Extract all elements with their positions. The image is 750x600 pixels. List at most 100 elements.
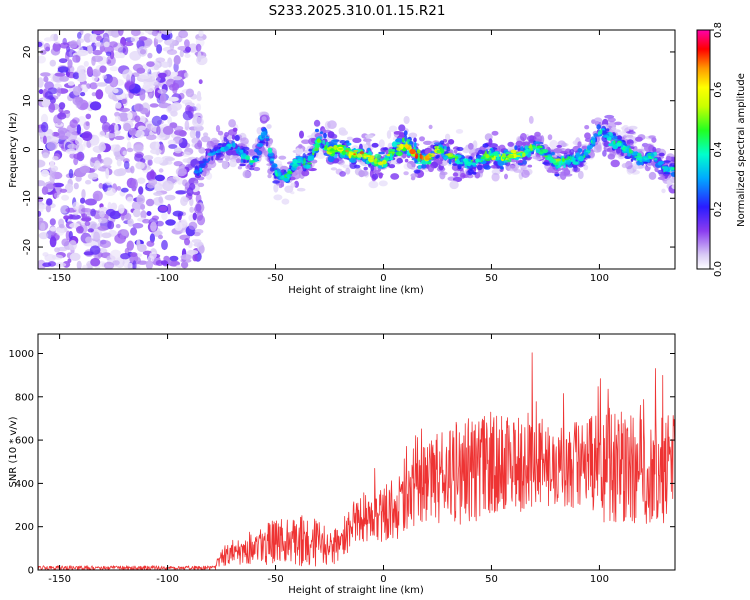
spectrogram-ridge-blob [398,124,406,132]
spectrogram-ridge-blob [435,145,438,150]
spectrogram-ridge-blob [527,164,533,168]
spectrogram-ridge-blob [570,154,572,160]
spectrogram-ridge-blob [636,160,642,166]
colorbar-tick-label: 0.0 [713,261,724,277]
spectrogram-ridge-blob [195,169,200,172]
spectrogram-noise-blob [57,112,67,120]
spectrogram-ridge-blob [240,158,244,163]
spectrogram-halo-blob [532,155,542,160]
spectrogram-ridge-blob [283,178,288,182]
spectrogram-noise-blob [67,81,75,86]
spectrogram-ridge-blob [216,149,222,153]
spectrogram-noise-blob [53,33,58,42]
spectrogram-halo-blob [352,137,362,143]
spectrogram-ridge-blob [249,151,255,156]
spectrogram-noise-blob [69,40,78,49]
spectrogram-ridge-blob [256,143,264,148]
spectrogram-halo-blob [284,185,294,193]
spectrogram-noise-blob [164,157,175,162]
spectrogram-halo-blob [611,127,617,131]
spectrogram-ridge-blob [249,160,256,163]
spectrogram-noise-blob [149,169,155,179]
spectrogram-ridge-blob [550,159,557,164]
spectrogram-ridge-blob [448,158,452,165]
spectrogram-ridge-blob [470,162,477,166]
spectrogram-ridge-blob [604,135,610,138]
spectrogram-ridge-blob [345,148,351,150]
spectrogram-x-tick-label: -50 [267,273,283,284]
spectrogram-halo-blob [635,136,643,142]
spectrogram-y-tick-label: -20 [22,239,33,255]
spectrogram-ridge-blob [368,157,375,161]
spectrogram-ridge-blob [465,162,469,164]
spectrogram-halo-blob [373,165,378,172]
spectrogram-ridge-blob [556,144,562,148]
spectrogram-noise-blob [38,259,46,269]
spectrogram-noise-blob [108,124,115,134]
spectrogram-noise-blob [126,196,134,203]
spectrogram-noise-blob [136,194,145,205]
colorbar-tick-label: 0.6 [713,82,724,98]
spectrogram-noise-blob [130,252,138,258]
spectrogram-noise-blob [116,186,122,191]
spectrogram-noise-blob [126,147,134,153]
spectrogram-noise-blob [169,255,179,262]
spectrogram-halo-blob [232,127,238,132]
spectrogram-ridge-blob [510,149,517,154]
spectrogram-ridge-blob [542,161,550,165]
spectrogram-noise-blob [49,236,57,248]
spectrogram-ridge-blob [345,140,350,144]
spectrogram-noise-blob [158,234,163,240]
spectrogram-ridge-blob [652,146,657,154]
spectrogram-ridge-blob [515,140,523,147]
spectrogram-noise-blob [90,257,101,267]
spectrogram-halo-blob [299,130,304,139]
spectrogram-ridge-blob [672,167,675,170]
spectrogram-halo-blob [327,120,337,129]
snr-y-tick-label: 600 [15,436,34,447]
spectrogram-ridge-blob [419,155,423,160]
spectrogram-noise-blob [68,168,74,179]
spectrogram-noise-blob [41,97,51,108]
spectrogram-noise-blob [66,124,77,134]
snr-y-tick-label: 0 [28,566,34,577]
spectrogram-noise-blob [49,59,56,67]
spectrogram-noise-blob [67,59,73,69]
spectrogram-noise-blob [89,101,102,111]
spectrogram-noise-blob [154,185,163,192]
spectrogram-noise-blob [138,36,148,41]
spectrogram-noise-blob [182,158,191,163]
spectrogram-noise-blob [122,69,133,80]
spectrogram-x-axis-label: Height of straight line (km) [288,285,424,296]
spectrogram-ridge-blob [493,155,496,160]
spectrogram-noise-blob [91,56,96,66]
spectrogram-noise-blob [51,254,64,260]
spectrogram-ridge-blob [415,153,417,156]
spectrogram-noise-blob [124,80,136,90]
spectrogram-noise-blob [80,84,87,90]
spectrogram-ridge-blob [396,144,402,148]
spectrogram-noise-blob [65,130,78,142]
spectrogram-halo-blob [504,173,508,180]
spectrogram-noise-blob [196,90,202,100]
spectrogram-noise-blob [174,221,183,231]
spectrogram-noise-blob [73,157,79,166]
spectrogram-noise-blob [40,222,46,231]
spectrogram-halo-blob [436,166,446,172]
spectrogram-ridge-blob [285,174,292,178]
spectrogram-noise-blob [195,103,202,112]
spectrogram-noise-blob [103,261,115,269]
spectrogram-noise-blob [73,153,83,160]
spectrogram-noise-blob [77,38,85,43]
spectrogram-ridge-blob [546,155,552,159]
spectrogram-noise-blob [160,30,172,35]
spectrogram-ridge-blob [371,142,379,148]
spectrogram-noise-blob [137,125,146,131]
spectrogram-ridge-blob [507,154,515,159]
spectrogram-ridge-blob [597,131,601,136]
spectrogram-noise-blob [44,91,53,100]
spectrogram-noise-blob [91,68,101,78]
spectrogram-halo-blob [215,125,221,133]
spectrogram-ridge-blob [630,158,634,162]
spectrogram-ridge-blob [454,158,457,161]
